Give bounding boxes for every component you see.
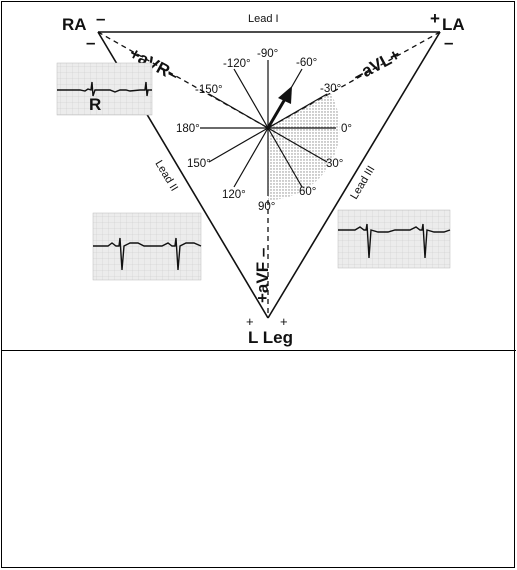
- normal-axis-shaded-sector: [268, 92, 340, 200]
- angle-label-30: 30°: [326, 158, 343, 170]
- angle-label-minus150: -150°: [195, 84, 223, 96]
- avl-label: –aVL+: [350, 45, 404, 86]
- ecg-r-marker: R: [89, 95, 101, 114]
- ecg-strip-lead-iii: [337, 209, 451, 269]
- angle-label-90: 90°: [258, 201, 275, 213]
- hexaxial-spokes: [200, 60, 336, 196]
- angle-label-minus90: -90°: [257, 48, 278, 60]
- angle-label-60: 60°: [299, 186, 316, 198]
- angle-label-150: 150°: [187, 158, 211, 170]
- axis-arrow-head: [278, 86, 292, 104]
- lead-iii-label: Lead III: [348, 164, 377, 202]
- ra-label: RA: [62, 15, 87, 34]
- angle-label-120: 120°: [222, 189, 246, 201]
- ra-lower-minus-sign: –: [86, 33, 95, 52]
- leg-right-plus-sign: +: [280, 314, 288, 329]
- angle-label-minus30: -30°: [320, 83, 341, 95]
- axis-arrow-shaft: [266, 98, 287, 129]
- caption-divider: [1, 350, 516, 351]
- angle-label-minus60: -60°: [296, 57, 317, 69]
- avf-label: +aVF –: [253, 248, 272, 303]
- angle-label-0: 0°: [341, 123, 352, 135]
- ecg-strip-avr: R: [56, 62, 153, 116]
- lead-i-label: Lead I: [248, 13, 279, 25]
- la-plus-sign: +: [430, 9, 440, 28]
- angle-label-minus120: -120°: [223, 58, 251, 70]
- leg-left-plus-sign: +: [246, 314, 254, 329]
- la-lower-minus-sign: –: [444, 33, 453, 52]
- angle-label-180: 180°: [176, 123, 200, 135]
- la-label: LA: [442, 15, 465, 34]
- lead-iii-line: [267, 31, 441, 319]
- l-leg-label: L Leg: [248, 328, 293, 347]
- ecg-strip-lead-ii: [92, 212, 202, 281]
- ra-minus-sign: –: [96, 9, 105, 28]
